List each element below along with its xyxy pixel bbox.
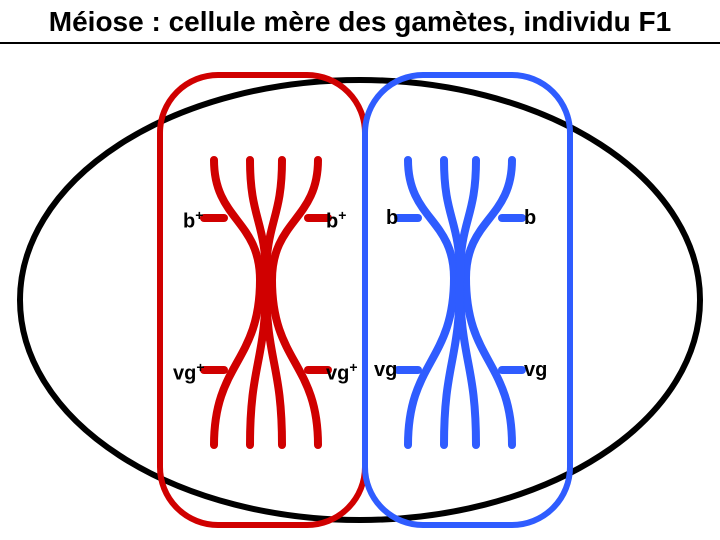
allele-label: b+ xyxy=(326,207,346,234)
allele-label: vg xyxy=(374,359,397,382)
allele-label: b xyxy=(524,207,536,230)
allele-label: vg xyxy=(524,359,547,382)
page-title: Méiose : cellule mère des gamètes, indiv… xyxy=(0,6,720,38)
allele-label: b xyxy=(386,207,398,230)
allele-label: vg+ xyxy=(173,359,205,386)
left-envelope xyxy=(160,75,365,525)
cell-outline xyxy=(20,80,700,520)
allele-label: b+ xyxy=(183,207,203,234)
right-envelope xyxy=(365,75,570,525)
blue-chromosome xyxy=(408,160,512,445)
meiosis-diagram xyxy=(0,0,720,540)
red-chromosome xyxy=(214,160,318,445)
allele-label: vg+ xyxy=(326,359,358,386)
title-underline xyxy=(0,42,720,44)
